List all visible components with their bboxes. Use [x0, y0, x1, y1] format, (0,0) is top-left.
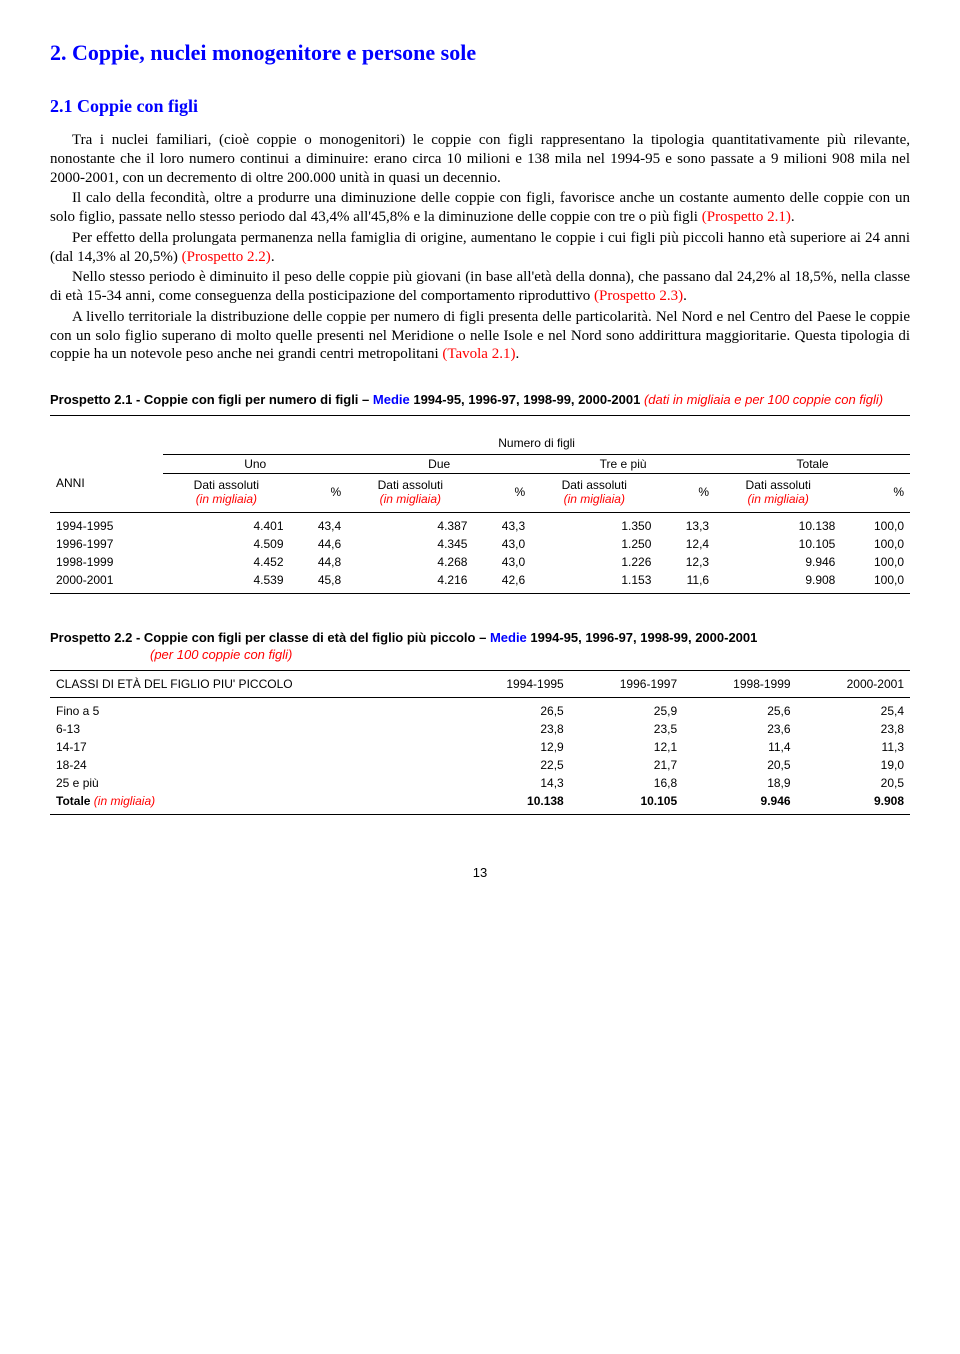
body-paragraph: Tra i nuclei familiari, (cioè coppie o m…: [50, 131, 910, 187]
body-text: .: [271, 249, 275, 265]
table-caption: Prospetto 2.2 - Coppie con figli per cla…: [50, 630, 910, 664]
column-subheader: %: [473, 473, 531, 512]
table-row: 14-17 12,912,111,411,3: [50, 738, 910, 756]
table-row: 1994-1995 4.40143,4 4.38743,3 1.35013,3 …: [50, 512, 910, 535]
column-subheader: %: [290, 473, 348, 512]
table-row: 1996-1997 4.50944,6 4.34543,0 1.25012,4 …: [50, 535, 910, 553]
body-text: Nello stesso periodo è diminuito il peso…: [50, 269, 910, 304]
table-row: 18-24 22,521,720,519,0: [50, 756, 910, 774]
column-header: 2000-2001: [797, 670, 910, 697]
caption-label: Prospetto 2.2 -: [50, 630, 144, 645]
column-group: Due: [347, 454, 531, 473]
reference-link: (Prospetto 2.2): [182, 249, 271, 265]
reference-link: (Prospetto 2.3): [594, 288, 683, 304]
table-row: 2000-2001 4.53945,8 4.21642,6 1.15311,6 …: [50, 571, 910, 594]
caption-subtitle: (per 100 coppie con figli): [50, 647, 292, 662]
body-text: .: [515, 346, 519, 362]
column-header: 1996-1997: [570, 670, 683, 697]
body-text: .: [791, 209, 795, 225]
column-header: 1998-1999: [683, 670, 796, 697]
page-number: 13: [50, 865, 910, 880]
body-paragraph: Per effetto della prolungata permanenza …: [50, 229, 910, 267]
caption-subtitle: (dati in migliaia e per 100 coppie con f…: [644, 392, 883, 407]
table-super-header: Numero di figli: [163, 428, 910, 455]
column-subheader: Dati assoluti(in migliaia): [347, 473, 473, 512]
column-subheader: Dati assoluti(in migliaia): [715, 473, 841, 512]
body-paragraph: A livello territoriale la distribuzione …: [50, 308, 910, 364]
column-subheader: %: [657, 473, 715, 512]
body-text: Per effetto della prolungata permanenza …: [50, 230, 910, 265]
caption-highlight: Medie: [490, 630, 527, 645]
caption-text: 1994-95, 1996-97, 1998-99, 2000-2001: [527, 630, 758, 645]
body-paragraph: Il calo della fecondità, oltre a produrr…: [50, 189, 910, 227]
chapter-title: 2. Coppie, nuclei monogenitore e persone…: [50, 40, 910, 66]
caption-highlight: Medie: [373, 392, 410, 407]
table-row: 25 e più 14,316,818,920,5: [50, 774, 910, 792]
table-row: 6-13 23,823,523,623,8: [50, 720, 910, 738]
column-subheader: %: [841, 473, 910, 512]
row-header-label: CLASSI DI ETÀ DEL FIGLIO PIU' PICCOLO: [50, 670, 456, 697]
row-header-label: ANNI: [50, 454, 163, 512]
table-row: 1998-1999 4.45244,8 4.26843,0 1.22612,3 …: [50, 553, 910, 571]
body-paragraph: Nello stesso periodo è diminuito il peso…: [50, 268, 910, 306]
table-total-row: Totale (in migliaia) 10.138 10.105 9.946…: [50, 792, 910, 815]
column-group: Tre e più: [531, 454, 715, 473]
reference-link: (Prospetto 2.1): [702, 209, 791, 225]
caption-text: Coppie con figli per classe di età del f…: [144, 630, 490, 645]
column-group: Uno: [163, 454, 347, 473]
body-text: .: [683, 288, 687, 304]
column-subheader: Dati assoluti(in migliaia): [531, 473, 657, 512]
column-group: Totale: [715, 454, 910, 473]
prospetto-2-2-table: CLASSI DI ETÀ DEL FIGLIO PIU' PICCOLO 19…: [50, 670, 910, 815]
caption-text: 1994-95, 1996-97, 1998-99, 2000-2001: [410, 392, 644, 407]
table-row: Fino a 5 26,525,925,625,4: [50, 697, 910, 720]
reference-link: (Tavola 2.1): [442, 346, 515, 362]
column-header: 1994-1995: [456, 670, 569, 697]
caption-label: Prospetto 2.1 -: [50, 392, 144, 407]
column-subheader: Dati assoluti(in migliaia): [163, 473, 289, 512]
table-caption: Prospetto 2.1 - Coppie con figli per num…: [50, 392, 910, 409]
caption-text: Coppie con figli per numero di figli –: [144, 392, 373, 407]
prospetto-2-1-table: Numero di figli ANNI Uno Due Tre e più T…: [50, 415, 910, 594]
section-title: 2.1 Coppie con figli: [50, 96, 910, 117]
